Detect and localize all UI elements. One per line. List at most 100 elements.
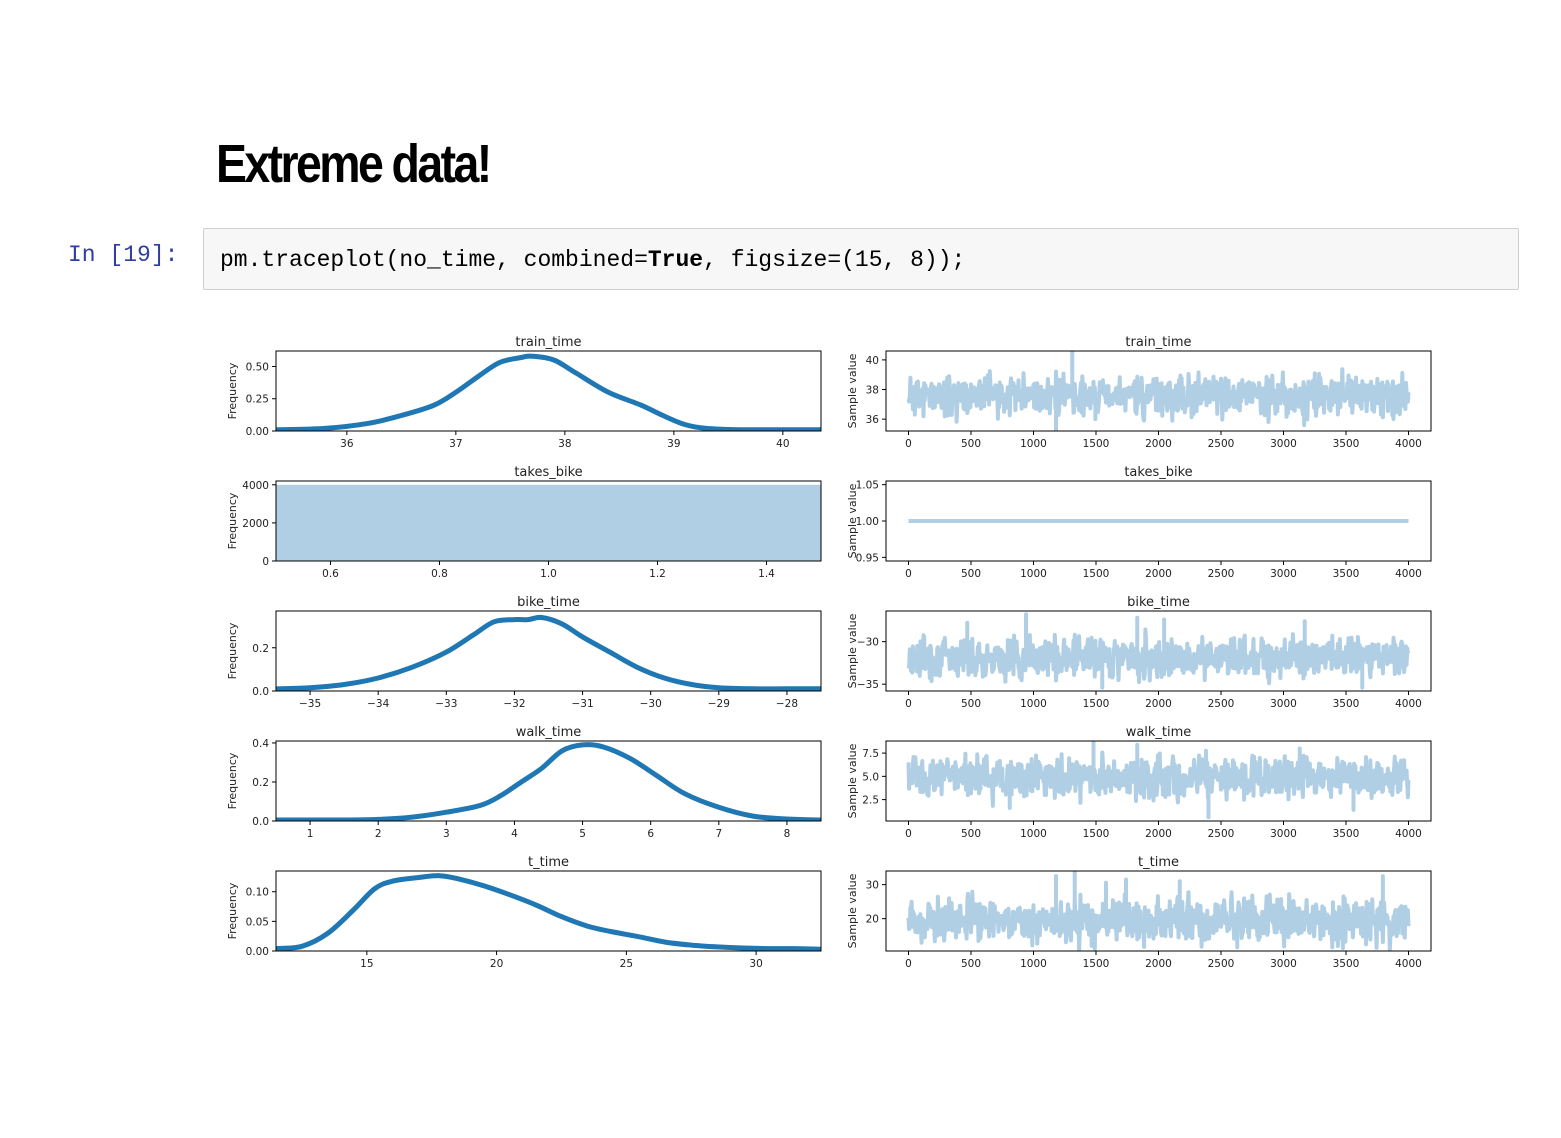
x-tick-label: 4000 [1395,698,1422,710]
x-tick-label: 1000 [1020,828,1047,840]
x-tick-label: 4000 [1395,568,1422,580]
plot-area [906,612,1411,690]
x-tick-label: 500 [961,958,981,970]
x-tick-label: 2000 [1145,828,1172,840]
subplot-title: takes_bike [514,465,582,480]
subplot-8: 0 500 1000 1500 2000 2500 3000 3500 4000 2.5 5.0 7.… [846,725,1432,840]
subplot-title: takes_bike [1124,465,1192,480]
x-tick-label: 3 [443,828,450,840]
y-tick-label: 0.0 [252,686,269,698]
code-text[interactable]: pm.traceplot(no_time, combined=True, fig… [220,247,965,273]
x-tick-label: −28 [776,698,798,710]
y-tick-label: −30 [857,637,879,649]
x-tick-label: 2500 [1208,828,1235,840]
x-tick-label: 3500 [1333,438,1360,450]
x-tick-label: 1000 [1020,698,1047,710]
y-axis-label: Sample value [846,873,859,948]
y-tick-label: 4000 [242,480,269,492]
x-tick-label: 1.0 [540,568,557,580]
y-tick-label: 1.05 [856,480,879,492]
x-tick-label: 37 [449,438,462,450]
plot-area [276,353,821,431]
x-tick-label: 0 [905,568,912,580]
y-tick-label: 0.2 [252,643,269,655]
y-tick-label: 0.10 [246,887,269,899]
y-tick-label: 1.00 [856,516,879,528]
y-tick-label: 0.2 [252,777,269,789]
y-tick-label: 0.0 [252,816,269,828]
y-axis-label: Sample value [846,483,859,558]
x-tick-label: 38 [558,438,571,450]
x-tick-label: 0 [905,958,912,970]
x-tick-label: 0.8 [431,568,448,580]
x-tick-label: 500 [961,438,981,450]
x-tick-label: 30 [749,958,762,970]
y-axis-label: Sample value [846,353,859,428]
subplot-4: 0 500 1000 1500 2000 2500 3000 3500 4000 0.95 1.00… [846,465,1432,580]
y-axis-label: Sample value [846,743,859,818]
x-tick-label: 2500 [1208,698,1235,710]
y-axis-label: Frequency [226,362,239,419]
y-axis-label: Frequency [226,622,239,679]
y-tick-label: 30 [866,880,879,892]
subplot-title: bike_time [517,595,580,610]
subplot-3: 0.6 0.8 1.0 1.2 1.4 0 2000 4000 takes_bike Freque… [226,465,822,580]
y-tick-label: 2.5 [862,795,879,807]
x-tick-label: 2500 [1208,568,1235,580]
x-tick-label: 36 [340,438,354,450]
x-tick-label: −30 [640,698,662,710]
x-tick-label: 40 [776,438,789,450]
x-tick-label: 3500 [1333,828,1360,840]
x-tick-label: 6 [647,828,654,840]
y-axis-label: Frequency [226,882,239,939]
x-tick-label: 1000 [1020,958,1047,970]
axes-frame [275,610,822,692]
y-tick-label: 0.05 [246,916,269,928]
x-tick-label: 1500 [1083,568,1110,580]
y-tick-label: 40 [866,355,879,367]
x-tick-label: 20 [490,958,503,970]
subplot-title: bike_time [1127,595,1190,610]
cell-prompt: In [19]: [68,242,179,268]
y-tick-label: 5.0 [862,771,879,783]
x-tick-label: 3500 [1333,698,1360,710]
trace-line [906,627,1411,686]
x-tick-label: −34 [367,698,389,710]
x-tick-label: 2000 [1145,958,1172,970]
x-tick-label: 4 [511,828,518,840]
x-tick-label: 1.4 [758,568,775,580]
kde-line [276,742,821,821]
x-tick-label: −35 [299,698,321,710]
x-tick-label: 3000 [1270,698,1297,710]
x-tick-label: 500 [961,698,981,710]
x-tick-label: 500 [961,828,981,840]
y-tick-label: 36 [866,414,880,426]
axes-frame [275,350,822,432]
axes-frame [275,740,822,822]
x-tick-label: 0 [905,828,912,840]
x-tick-label: 3500 [1333,568,1360,580]
y-tick-label: 2000 [242,518,269,530]
page-title: Extreme data! [216,134,492,194]
plot-area [276,484,821,561]
subplot-5: −35 −34 −33 −32 −31 −30 −29 −28 0.0 0.2 bike_time F… [226,595,822,710]
code-suffix: , figsize=(15, 8)); [703,247,966,273]
x-tick-label: 1500 [1083,958,1110,970]
subplot-9: 15 20 25 30 0.00 0.05 0.10 t_time Frequency [226,855,822,970]
axes-frame [275,870,822,952]
x-tick-label: 500 [961,568,981,580]
y-tick-label: −35 [857,679,879,691]
x-tick-label: 3000 [1270,438,1297,450]
x-tick-label: 0 [905,438,912,450]
plot-area [906,871,1411,951]
x-tick-label: 1000 [1020,438,1047,450]
x-tick-label: 2000 [1145,568,1172,580]
plot-area [276,873,821,951]
plot-area [906,351,1411,431]
code-cell[interactable]: pm.traceplot(no_time, combined=True, fig… [203,228,1519,290]
subplot-title: t_time [528,855,569,870]
subplot-title: walk_time [1126,725,1192,740]
x-tick-label: −29 [708,698,730,710]
subplot-title: train_time [515,335,581,350]
